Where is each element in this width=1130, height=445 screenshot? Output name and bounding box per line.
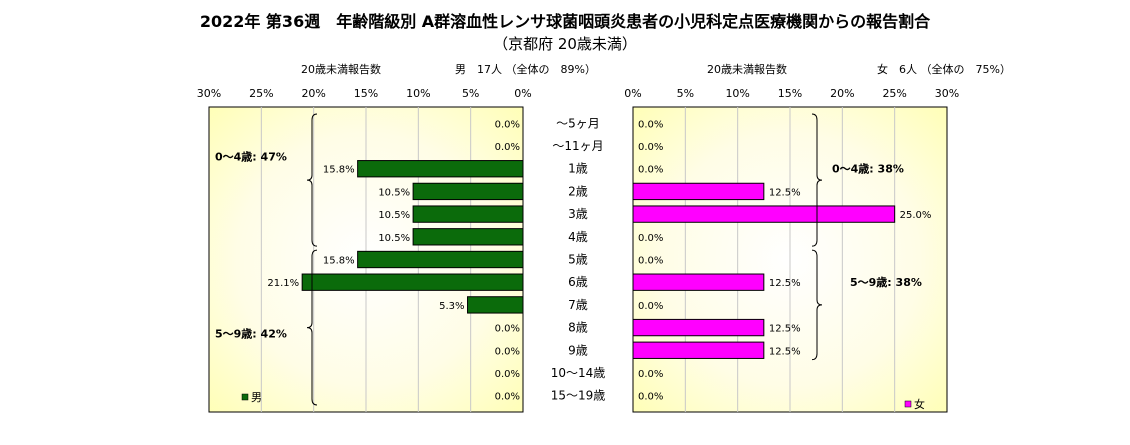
chart-title: 2022年 第36週 年齢階級別 A群溶血性レンサ球菌咽頭炎患者の小児科定点医療… — [199, 12, 931, 31]
age-category-label: 6歳 — [568, 275, 588, 289]
female-bar-value-label: 12.5% — [769, 278, 801, 289]
age-category-label: 8歳 — [568, 321, 588, 335]
age-category-label: 2歳 — [568, 184, 588, 198]
age-category-label: 4歳 — [568, 230, 588, 244]
female-x-tick-label: 20% — [830, 87, 854, 100]
female-bar — [632, 182, 765, 201]
female-bar-value-label: 25.0% — [900, 210, 932, 221]
male-bar-value-label: 0.0% — [495, 324, 520, 335]
male-bar-value-label: 15.8% — [323, 256, 355, 267]
male-bar — [412, 182, 524, 201]
male-group-label-5-9: 5～9歳: 42% — [215, 327, 287, 341]
male-bar-value-label: 0.0% — [495, 119, 520, 130]
age-category-label: 5歳 — [568, 253, 588, 267]
male-legend-swatch — [241, 393, 249, 401]
male-x-tick-label: 25% — [249, 87, 273, 100]
male-bar — [467, 296, 524, 314]
male-bar-value-label: 0.0% — [495, 142, 520, 153]
female-header-label: 20歳未満報告数 — [707, 63, 787, 76]
female-bar-value-label: 0.0% — [638, 233, 663, 244]
male-group-label-0-4: 0～4歳: 47% — [215, 150, 287, 164]
female-0-4-brace — [811, 113, 823, 247]
male-x-tick-label: 5% — [462, 87, 479, 100]
age-category-label: ～5ヶ月 — [556, 116, 600, 130]
female-x-tick-label: 15% — [778, 87, 802, 100]
female-bar — [632, 205, 896, 223]
female-bar — [632, 318, 765, 337]
age-category-label: ～11ヶ月 — [552, 139, 603, 153]
male-bar-value-label: 0.0% — [495, 392, 520, 403]
male-bar-value-label: 10.5% — [378, 233, 410, 244]
female-bar-value-label: 0.0% — [638, 119, 663, 130]
female-bar-value-label: 0.0% — [638, 142, 663, 153]
male-x-tick-label: 30% — [197, 87, 221, 100]
female-header-summary: 女 6人 （全体の 75%） — [877, 62, 1011, 76]
male-x-tick-label: 0% — [514, 87, 531, 100]
female-x-tick-label: 10% — [725, 87, 749, 100]
male-bar-value-label: 21.1% — [267, 278, 299, 289]
male-bar — [301, 273, 524, 291]
male-bar — [357, 160, 524, 178]
age-category-label: 7歳 — [568, 298, 588, 312]
female-bar-value-label: 0.0% — [638, 369, 663, 380]
female-x-tick-label: 0% — [624, 87, 641, 100]
female-bar — [632, 341, 765, 359]
female-x-tick-label: 25% — [882, 87, 906, 100]
female-bar-value-label: 12.5% — [769, 324, 801, 335]
female-5-9-brace — [811, 249, 823, 361]
female-legend-swatch — [904, 400, 912, 408]
female-group-label-5-9: 5～9歳: 38% — [850, 275, 922, 289]
female-bar-value-label: 0.0% — [638, 392, 663, 403]
female-bar-value-label: 0.0% — [638, 301, 663, 312]
age-category-label: 9歳 — [568, 343, 588, 357]
age-category-label: 15～19歳 — [551, 389, 606, 403]
male-bar — [412, 228, 524, 246]
male-bar — [412, 205, 524, 223]
male-bar-value-label: 0.0% — [495, 346, 520, 357]
male-bar-value-label: 5.3% — [439, 301, 464, 312]
age-category-label: 10～14歳 — [551, 366, 606, 380]
female-group-label-0-4: 0～4歳: 38% — [832, 162, 904, 176]
female-legend-label: 女 — [914, 397, 925, 411]
female-bar-value-label: 12.5% — [769, 346, 801, 357]
male-x-tick-label: 20% — [301, 87, 325, 100]
female-bar — [632, 273, 765, 291]
male-bar — [357, 250, 524, 269]
male-bar-value-label: 10.5% — [378, 187, 410, 198]
male-x-tick-label: 15% — [354, 87, 378, 100]
female-bar-value-label: 0.0% — [638, 165, 663, 176]
age-category-label: 3歳 — [568, 207, 588, 221]
female-x-tick-label: 30% — [935, 87, 959, 100]
female-x-tick-label: 5% — [677, 87, 694, 100]
female-bar-value-label: 0.0% — [638, 256, 663, 267]
male-0-4-brace — [306, 113, 318, 247]
age-category-label: 1歳 — [568, 162, 588, 176]
chart-subtitle: （京都府 20歳未満） — [493, 35, 637, 53]
male-header-label: 20歳未満報告数 — [301, 63, 381, 76]
male-x-tick-label: 10% — [406, 87, 430, 100]
male-bar-value-label: 0.0% — [495, 369, 520, 380]
male-bar-value-label: 15.8% — [323, 165, 355, 176]
male-5-9-brace — [306, 249, 318, 406]
male-bar-value-label: 10.5% — [378, 210, 410, 221]
male-header-summary: 男 17人 （全体の 89%） — [455, 62, 596, 76]
male-legend-label: 男 — [251, 391, 262, 404]
female-bar-value-label: 12.5% — [769, 187, 801, 198]
